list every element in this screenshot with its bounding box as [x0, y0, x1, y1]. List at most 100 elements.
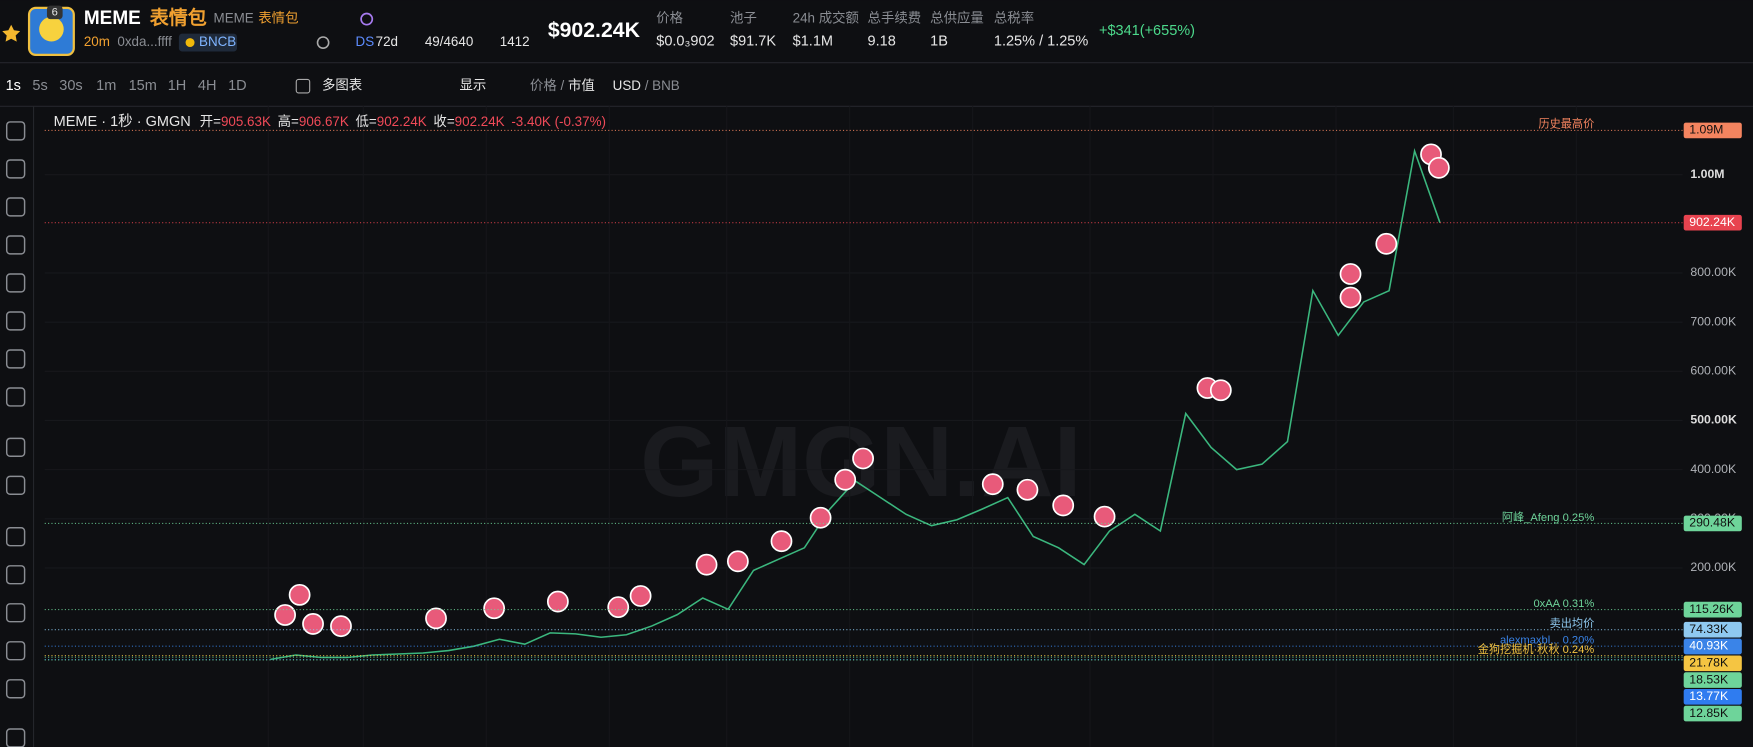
price-tag-label: 115.26K — [1689, 602, 1735, 616]
price-tag — [1683, 705, 1742, 722]
trader-avatar[interactable] — [302, 613, 324, 635]
tool-icon[interactable] — [5, 679, 26, 699]
favorite-star[interactable] — [2, 24, 21, 42]
hot-icon[interactable] — [360, 12, 374, 26]
trader-avatar[interactable] — [695, 553, 718, 576]
trader-avatar[interactable] — [425, 607, 447, 630]
ds-age: 72d — [376, 34, 398, 49]
trader-avatar[interactable] — [834, 468, 857, 491]
trader-avatar[interactable] — [607, 596, 630, 619]
stats: 价格 $0.0₃902 池子 $91.7K 24h 成交额 $1.1M 总手续费 9.18 总供… — [656, 10, 1088, 50]
display-menu[interactable]: 显示 — [459, 78, 486, 93]
trader-avatar[interactable] — [852, 447, 874, 470]
trader-avatar[interactable] — [274, 604, 296, 626]
trader-avatar[interactable] — [981, 473, 1004, 496]
search-icon[interactable] — [316, 36, 330, 49]
price-level-label: 卖出均价 — [1550, 616, 1595, 630]
tool-icon[interactable] — [5, 603, 26, 623]
trader-avatar[interactable] — [629, 585, 652, 607]
ohlc-value: 902.24K — [455, 114, 505, 129]
tool-icon[interactable] — [5, 349, 26, 369]
price-tag-label: 12.85K — [1689, 706, 1729, 720]
tool-icon[interactable] — [5, 641, 26, 661]
y-tick-label: 400.00K — [1690, 462, 1737, 476]
interval[interactable]: 1D — [228, 78, 247, 94]
chart-legend: MEME · 1秒 · GMGN 开=905.63K 高=906.67K 低=902.… — [54, 113, 606, 130]
trader-avatar[interactable] — [1052, 494, 1075, 517]
trader-avatar[interactable] — [770, 530, 793, 553]
trader-avatar[interactable] — [1375, 232, 1398, 255]
stat-value: $1.1M — [793, 33, 833, 49]
interval[interactable]: 30s — [59, 78, 82, 94]
tool-icon[interactable] — [5, 527, 26, 547]
stat-label: 价格 — [656, 11, 683, 26]
price-tag — [1683, 621, 1742, 638]
token-symbol: MEME — [214, 11, 254, 26]
trader-avatar[interactable] — [483, 597, 506, 620]
interval[interactable]: 1H — [168, 78, 187, 94]
trader-avatar[interactable] — [546, 590, 569, 613]
trader-avatar[interactable] — [1209, 379, 1232, 402]
badge — [46, 5, 63, 20]
stat-label: 池子 — [730, 11, 757, 26]
price-tag — [1683, 672, 1742, 688]
tool-icon[interactable] — [5, 565, 26, 585]
stat-label: 总手续费 — [868, 11, 922, 26]
trader-avatar[interactable] — [288, 583, 311, 606]
trader-avatar[interactable] — [330, 615, 352, 638]
tool-icon[interactable] — [5, 387, 26, 407]
chain-badge[interactable] — [178, 33, 238, 52]
chain-icon — [185, 38, 195, 48]
stat-value: 9.18 — [868, 33, 896, 49]
ds-label[interactable]: DS — [356, 34, 375, 49]
y-tick-label: 700.00K — [1690, 314, 1737, 328]
interval[interactable]: 15m — [129, 78, 157, 94]
checkbox[interactable] — [295, 78, 311, 94]
ohlc-value: 902.24K — [377, 114, 427, 129]
trader-avatar[interactable] — [726, 550, 749, 573]
y-tick-label: 600.00K — [1690, 364, 1737, 378]
tool-icon[interactable] — [5, 235, 26, 255]
bnb-option[interactable]: BNB — [652, 78, 680, 93]
usd-option[interactable]: USD — [613, 78, 642, 93]
trader-avatar[interactable] — [1339, 286, 1362, 309]
tool-icon[interactable] — [5, 121, 26, 141]
interval[interactable]: 5s — [32, 78, 47, 94]
price-toggle[interactable]: 价格 / 市值 — [530, 77, 595, 93]
ohlc-value: 905.63K — [221, 114, 271, 129]
tool-icon[interactable] — [5, 159, 26, 179]
token-address[interactable]: 0xda...ffff — [117, 34, 172, 49]
mcap-option[interactable]: 市值 — [568, 77, 595, 93]
price-tag-label: 290.48K — [1689, 516, 1736, 530]
y-tick-label: 200.00K — [1690, 560, 1737, 574]
tool-icon[interactable] — [5, 273, 26, 293]
multi-chart[interactable]: 多图表 — [322, 77, 362, 93]
price-option[interactable]: 价格 — [530, 78, 557, 93]
price-tag-label: 40.93K — [1689, 639, 1729, 653]
trader-avatar[interactable] — [1339, 263, 1362, 285]
tool-icon[interactable] — [5, 437, 26, 457]
trader-avatar[interactable] — [1093, 505, 1116, 528]
price-tag — [1683, 601, 1742, 618]
interval[interactable]: 1m — [96, 78, 116, 94]
trader-avatar[interactable] — [1427, 156, 1450, 179]
trader-avatar[interactable] — [809, 506, 832, 529]
chain-name: BNCB — [199, 34, 236, 49]
price-tag — [1683, 515, 1742, 532]
price-tag — [1683, 688, 1742, 705]
currency-toggle[interactable]: USD / BNB — [613, 78, 680, 93]
price-tag — [1683, 122, 1742, 139]
tool-icon[interactable] — [5, 311, 26, 331]
tool-icon[interactable] — [5, 197, 26, 217]
token-age: 20m — [84, 34, 110, 49]
interval[interactable]: 4H — [198, 78, 217, 94]
interval[interactable]: 1s — [6, 78, 21, 94]
price-level-label: 历史最高价 — [1538, 117, 1594, 131]
tool-icon[interactable] — [5, 475, 26, 495]
market-cap: $902.24K — [548, 18, 641, 42]
price-tag-label: 902.24K — [1689, 215, 1736, 229]
trader-avatar[interactable] — [1016, 478, 1039, 501]
price-tag — [1683, 214, 1742, 231]
